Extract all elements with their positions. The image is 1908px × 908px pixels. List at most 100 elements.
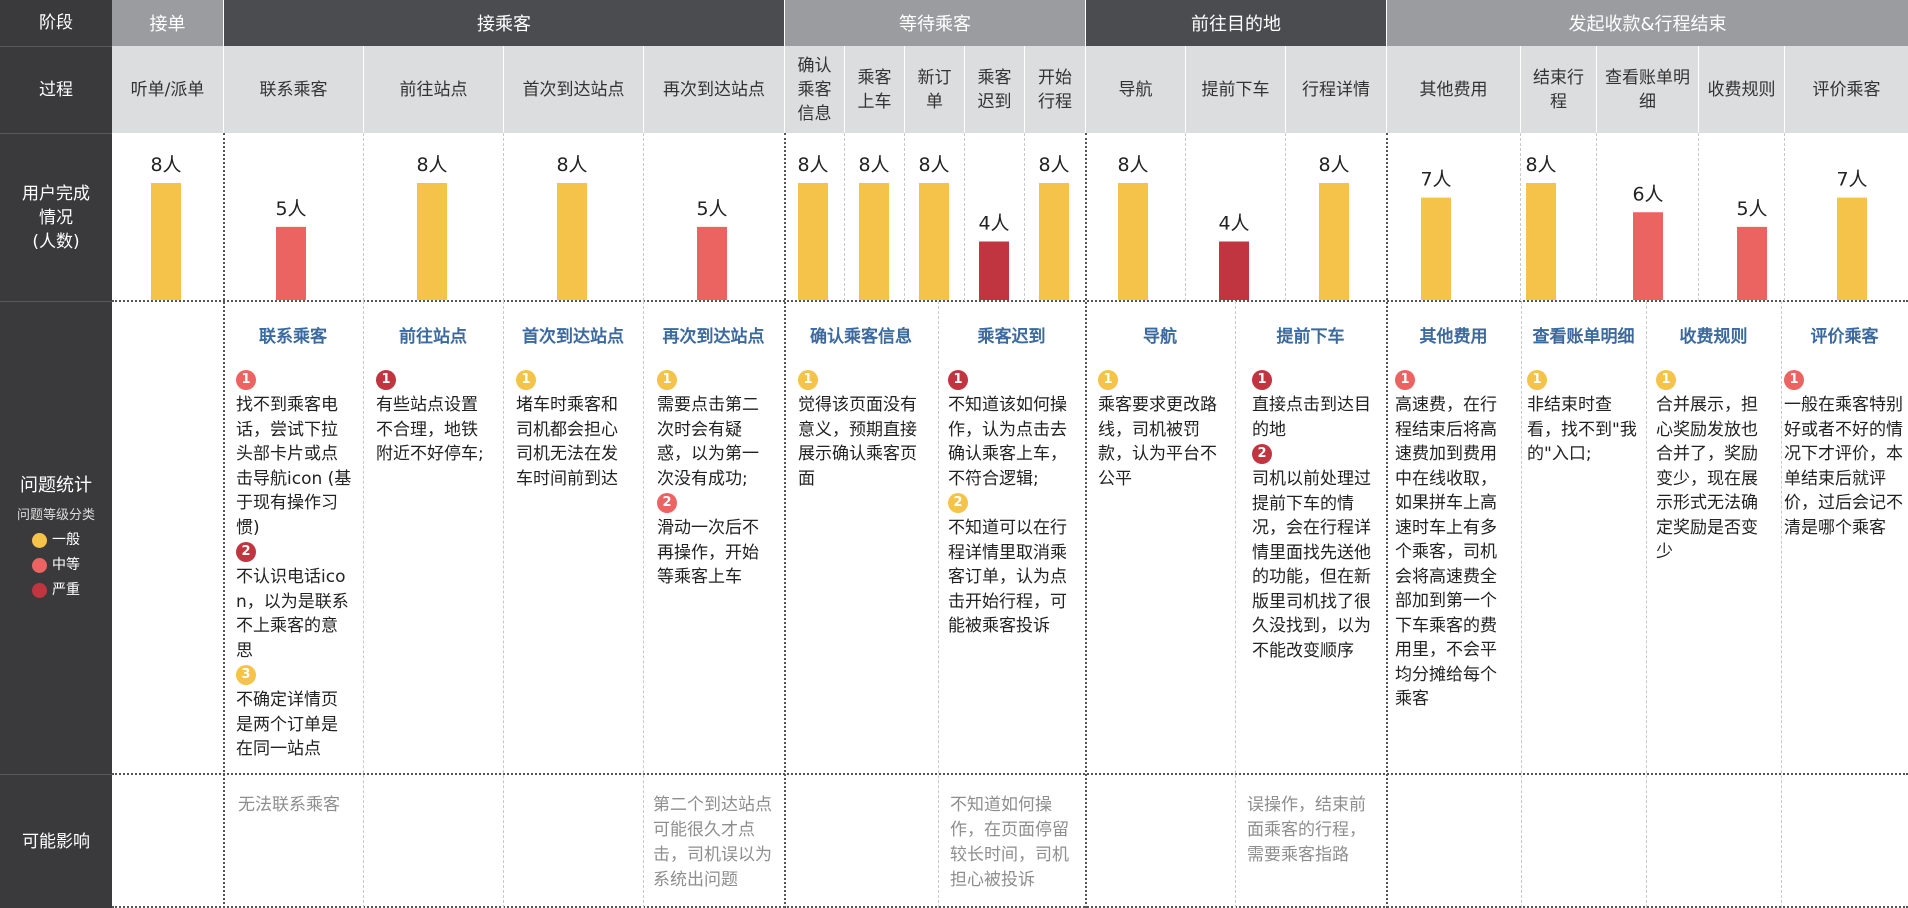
divider-h-chart xyxy=(112,300,1908,302)
impact-second-arrival: 第二个到达站点可能很久才点击，司机误以为系统出问题 xyxy=(653,795,772,890)
stage-header-payment-end-text: 发起收款&行程结束 xyxy=(1568,14,1727,35)
issue-title-1: 前往站点 xyxy=(399,327,467,347)
divider-issue-col-5 xyxy=(1521,301,1522,908)
stage-header-pickup-text: 接乘客 xyxy=(477,14,531,35)
process-cell-0: 听单/派单 xyxy=(112,46,223,133)
issue-body-2: 1 堵车时乘客和司机都会担心司机无法在发车时间前到达 xyxy=(516,358,634,491)
issue-text-9-0: 非结束时查看，找不到"我的"入口; xyxy=(1527,395,1637,464)
issue-body-1: 1 有些站点设置不合理，地铁附近不好停车; xyxy=(376,358,494,467)
issue-body-6: 1 乘客要求更改路线，司机被罚款，认为平台不公平 xyxy=(1098,358,1226,491)
legend-item-medium: 中等 xyxy=(32,553,80,578)
divider-issue-col-6 xyxy=(1646,301,1647,908)
row-label-stage-text: 阶段 xyxy=(39,13,73,33)
stage-header-waiting: 等待乘客 xyxy=(784,0,1085,46)
process-label-11: 提前下车 xyxy=(1201,79,1270,100)
process-cell-16: 收费规则 xyxy=(1698,46,1784,133)
bar-11 xyxy=(1219,241,1249,300)
issue-body-3: 1 需要点击第二次时会有疑惑，以为第一次没有成功; 2 滑动一次后不再操作，开始等乘客… xyxy=(657,358,775,590)
divider-chart-col-12 xyxy=(1784,133,1785,301)
issue-badge-4-0: 1 xyxy=(798,370,818,390)
issue-title-8: 其他费用 xyxy=(1419,327,1488,347)
legend-label-general: 一般 xyxy=(52,531,80,548)
issue-text-7-1: 司机以前处理过提前下车的情况，会在行程详情里面找先送他的功能，但在新版里司机找了… xyxy=(1252,469,1371,661)
issue-text-5-0: 不知道该如何操作，认为点击去确认乘客上车，不符合逻辑; xyxy=(948,395,1067,489)
bar-12 xyxy=(1319,183,1349,300)
bar-3 xyxy=(557,183,587,300)
bar-label-5: 8人 xyxy=(797,154,828,176)
issue-badge-3-1: 2 xyxy=(657,493,677,513)
process-label-4: 再次到达站点 xyxy=(663,79,765,100)
impact-early-dropoff: 误操作，结束前面乘客的行程，需要乘客指路 xyxy=(1247,795,1366,865)
issue-title-2: 首次到达站点 xyxy=(522,327,624,347)
divider-chart-col-2 xyxy=(643,133,644,301)
process-cell-1: 联系乘客 xyxy=(223,46,363,133)
divider-chart-col-9 xyxy=(1520,133,1521,301)
issue-text-0-0: 找不到乘客电话，尝试下拉头部卡片或点击导航icon (基于现有操作习惯) xyxy=(236,395,352,538)
issue-title-11: 评价乘客 xyxy=(1810,327,1879,347)
legend-dot-general xyxy=(32,532,47,548)
bar-13 xyxy=(1421,197,1451,300)
bar-label-9: 8人 xyxy=(1038,154,1069,176)
process-cell-8: 乘客迟到 xyxy=(964,46,1024,133)
bar-label-0: 8人 xyxy=(150,154,181,176)
row-label-process: 过程 xyxy=(0,46,112,133)
legend-dot-medium xyxy=(32,557,47,573)
row-label-completion-line3: (人数) xyxy=(32,231,80,252)
issue-title-3: 再次到达站点 xyxy=(662,327,765,347)
issue-body-10: 1 合并展示，担心奖励发放也合并了，奖励变少，现在展示形式无法确定奖励是否变少 xyxy=(1656,358,1771,565)
stage-header-accept-order: 接单 xyxy=(112,0,223,46)
row-label-impact-text: 可能影响 xyxy=(22,831,90,852)
stage-header-accept-order-text: 接单 xyxy=(149,14,186,35)
divider-issue-col-2 xyxy=(643,301,644,908)
issue-badge-2-0: 1 xyxy=(516,370,536,390)
process-cell-17: 评价乘客 xyxy=(1784,46,1908,133)
process-cell-6: 乘客上车 xyxy=(844,46,904,133)
divider-issue-col-7 xyxy=(1781,301,1782,908)
process-cell-12: 行程详情 xyxy=(1285,46,1386,133)
issue-badge-3-0: 1 xyxy=(657,370,677,390)
bar-label-14: 8人 xyxy=(1525,154,1556,176)
bar-0 xyxy=(151,183,181,300)
bar-label-2: 8人 xyxy=(416,154,447,176)
bar-2 xyxy=(417,183,447,300)
legend-dot-severe xyxy=(32,582,47,598)
process-cell-2: 前往站点 xyxy=(363,46,503,133)
bar-label-15: 6人 xyxy=(1632,183,1663,205)
issue-text-10-0: 合并展示，担心奖励发放也合并了，奖励变少，现在展示形式无法确定奖励是否变少 xyxy=(1656,395,1758,562)
issue-badge-7-0: 1 xyxy=(1252,370,1272,390)
issue-body-7: 1 直接点击到达目的地 2 司机以前处理过提前下车的情况，会在行程详情里面找先送他的功… xyxy=(1252,358,1377,663)
issue-text-4-0: 觉得该页面没有意义，预期直接展示确认乘客页面 xyxy=(798,395,917,489)
bar-label-7: 8人 xyxy=(918,154,949,176)
row-label-process-text: 过程 xyxy=(39,80,73,100)
process-cell-15: 查看账单明细 xyxy=(1596,46,1698,133)
divider-stage-2 xyxy=(1085,133,1087,908)
process-cell-11: 提前下车 xyxy=(1185,46,1285,133)
process-cell-7: 新订单 xyxy=(904,46,964,133)
process-label-10: 导航 xyxy=(1118,79,1153,100)
issue-title-5: 乘客迟到 xyxy=(977,327,1046,347)
process-label-0: 听单/派单 xyxy=(130,79,205,100)
divider-chart-col-1 xyxy=(503,133,504,301)
stage-header-to-destination: 前往目的地 xyxy=(1085,0,1386,46)
issue-text-3-0: 需要点击第二次时会有疑惑，以为第一次没有成功; xyxy=(657,395,759,489)
issue-title-9: 查看账单明细 xyxy=(1532,327,1635,347)
issue-title-7: 提前下车 xyxy=(1276,327,1345,347)
impact-passenger-late: 不知道如何操作，在页面停留较长时间，司机担心被投诉 xyxy=(950,795,1069,890)
impact-contact-passenger: 无法联系乘客 xyxy=(238,795,340,815)
divider-chart-col-4 xyxy=(904,133,905,301)
issue-text-1-0: 有些站点设置不合理，地铁附近不好停车; xyxy=(376,395,484,464)
divider-stage-3 xyxy=(1386,133,1388,908)
bar-label-6: 8人 xyxy=(858,154,889,176)
issue-title-0: 联系乘客 xyxy=(259,327,327,347)
issue-body-0: 1 找不到乘客电话，尝试下拉头部卡片或点击导航icon (基于现有操作习惯) 2 不认… xyxy=(236,358,354,762)
divider-chart-col-11 xyxy=(1698,133,1699,301)
bar-label-4: 5人 xyxy=(696,198,727,220)
stage-header-to-destination-text: 前往目的地 xyxy=(1191,14,1281,35)
legend-item-general: 一般 xyxy=(32,528,80,553)
bar-label-11: 4人 xyxy=(1218,213,1249,235)
stage-header-payment-end: 发起收款&行程结束 xyxy=(1386,0,1908,46)
stage-header-waiting-text: 等待乘客 xyxy=(899,14,971,35)
process-label-5: 确认乘客信息 xyxy=(797,55,832,124)
process-cell-13: 其他费用 xyxy=(1386,46,1520,133)
